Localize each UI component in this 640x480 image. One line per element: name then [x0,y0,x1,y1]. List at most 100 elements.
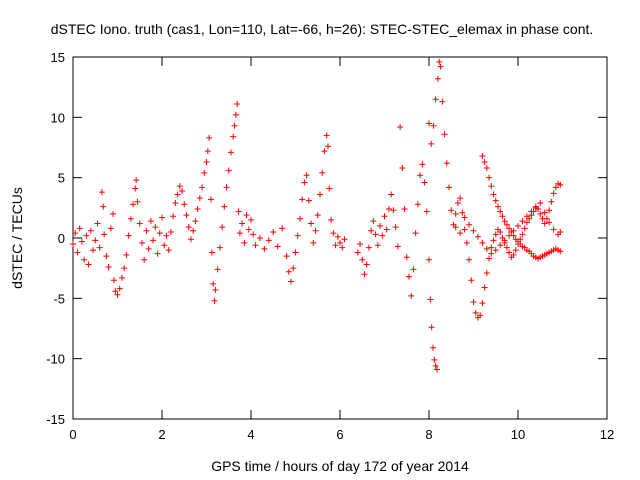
data-point [490,237,497,244]
data-point [110,277,117,284]
data-point [78,238,85,245]
x-axis-title: GPS time / hours of day 172 of year 2014 [211,458,469,474]
data-point [201,169,208,176]
data-point [96,244,103,251]
data-point [170,213,177,220]
data-point [510,251,517,258]
data-point [208,249,215,256]
data-point [377,222,384,229]
data-point [501,218,508,225]
data-point [210,280,217,287]
data-point [405,273,412,280]
data-point [408,292,415,299]
data-point [70,241,76,248]
data-point [174,191,181,198]
x-tick-label: 12 [600,427,614,442]
data-point [330,230,337,237]
data-point [381,213,388,220]
data-point [417,172,424,179]
data-point [543,215,550,222]
y-axis-title: dSTEC / TECUs [9,187,25,289]
data-point [494,203,501,210]
data-point [397,123,404,130]
x-tick-label: 6 [336,427,343,442]
data-point [192,218,199,225]
data-point [212,286,219,293]
data-point [501,237,508,244]
data-point [537,210,544,217]
data-point [265,237,272,244]
data-point [308,220,315,227]
chart-title: dSTEC Iono. truth (cas1, Lon=110, Lat=-6… [51,21,594,37]
data-point [138,239,145,246]
y-tick-label: -5 [53,291,65,306]
data-point [319,169,326,176]
data-point [428,140,435,147]
data-point [83,232,90,239]
data-point [437,63,444,70]
x-tick-label: 0 [69,427,76,442]
data-point [557,228,564,235]
data-point [190,227,197,234]
data-point [303,172,310,179]
data-point [101,231,108,238]
data-point [557,248,564,255]
data-point [434,75,441,82]
data-point [368,227,375,234]
axis-tick-labels: 0 2 4 6 8 10 12 15 10 5 0 -5 -10 -15 [46,50,614,442]
data-point [92,237,99,244]
x-tick-label: 8 [425,427,432,442]
data-point [421,179,428,186]
data-point [206,134,213,141]
data-point [441,131,448,138]
data-point [243,212,250,219]
data-point [523,219,530,226]
data-point [479,152,486,159]
y-tick-label: -15 [46,412,65,427]
data-point [550,226,557,233]
data-point [512,247,519,254]
data-point [461,226,468,233]
data-point [439,98,446,105]
data-point [110,210,117,217]
data-point [479,239,486,246]
data-point [321,148,328,155]
data-point [426,256,432,263]
data-point [477,312,484,319]
data-point [134,198,141,205]
data-point [448,207,455,214]
data-point [519,231,526,238]
data-point [100,203,107,210]
data-point [468,277,475,284]
x-tick-label: 4 [247,427,254,442]
data-point [528,208,535,215]
data-point [72,230,79,237]
data-point [523,213,530,220]
data-point [112,288,119,295]
data-point [74,249,81,256]
data-point [339,244,346,251]
data-point [483,245,490,252]
data-point [76,225,83,232]
data-point [250,231,257,238]
data-point [199,184,206,191]
data-points [70,58,564,373]
data-point [299,196,306,203]
data-point [399,165,406,172]
data-point [357,241,364,248]
data-point [497,228,504,235]
data-point [248,216,254,223]
data-point [486,174,493,181]
data-point [492,247,499,254]
data-point [472,309,479,316]
data-point [557,181,564,188]
data-point [294,232,301,239]
data-point [141,256,148,263]
y-tick-label: -10 [46,352,65,367]
data-point [486,255,493,262]
data-point [252,242,259,249]
data-point [423,208,430,215]
data-point [147,218,154,225]
data-point [519,218,526,225]
data-point [314,212,321,219]
